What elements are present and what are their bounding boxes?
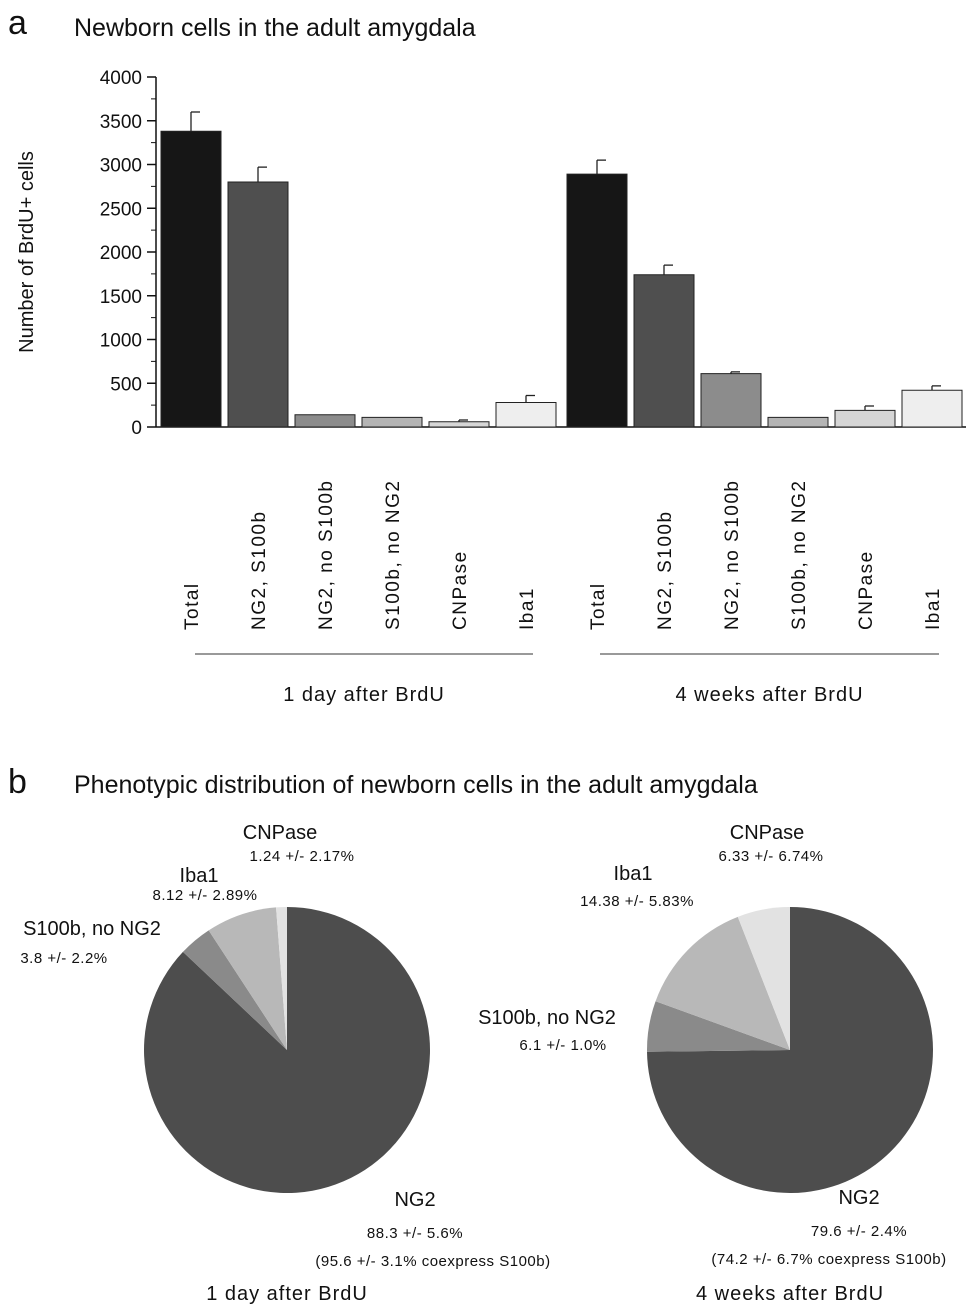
slice-name-label: S100b, no NG2 [23, 918, 161, 940]
category-label: S100b, no NG2 [383, 480, 404, 630]
category-label: NG2, S100b [249, 510, 270, 630]
category-label: Iba1 [517, 587, 538, 630]
pie-slice-iba1 [655, 916, 790, 1050]
panel-a-title: Newborn cells in the adult amygdala [74, 14, 476, 42]
category-label: S100b, no NG2 [789, 480, 810, 630]
slice-value-label: 88.3 +/- 5.6% [367, 1225, 463, 1242]
pie-caption: 4 weeks after BrdU [696, 1283, 884, 1305]
pie-caption: 1 day after BrdU [206, 1283, 368, 1305]
bar-4weeks-2 [700, 373, 762, 428]
bar-4weeks-5 [901, 389, 963, 428]
bar-1day-1 [227, 181, 289, 428]
bar-1day-0 [160, 130, 222, 428]
slice-note-label: (95.6 +/- 3.1% coexpress S100b) [315, 1253, 550, 1270]
category-label: Iba1 [923, 587, 944, 630]
category-label: Total [588, 582, 609, 630]
slice-name-label: S100b, no NG2 [478, 1007, 616, 1029]
slice-name-label: NG2 [838, 1187, 879, 1209]
bars [160, 111, 963, 428]
slice-name-label: CNPase [730, 822, 804, 844]
slice-name-label: CNPase [243, 822, 317, 844]
slice-value-label: 79.6 +/- 2.4% [811, 1223, 907, 1240]
pie-slice-iba1 [208, 907, 287, 1050]
panel-a-letter: a [8, 4, 27, 42]
pie-chart-1-day: NG2 88.3 +/- 5.6% (95.6 +/- 3.1% coexpress… [20, 822, 550, 1305]
y-axis-label: Number of BrdU+ cells [16, 151, 38, 353]
bar-4weeks-0 [566, 173, 628, 428]
slice-value-label: 3.8 +/- 2.2% [20, 950, 107, 967]
slice-value-label: 14.38 +/- 5.83% [580, 893, 694, 910]
slice-name-label: Iba1 [180, 865, 219, 887]
category-label: NG2, S100b [655, 510, 676, 630]
slice-name-label: Iba1 [614, 863, 653, 885]
slice-value-label: 8.12 +/- 2.89% [153, 887, 258, 904]
y-tick-label: 0 [131, 418, 142, 439]
bar-4weeks-3 [767, 416, 829, 428]
y-axis: 0 500 1000 1500 2000 2500 3000 3500 4000 [100, 68, 966, 439]
group-label: 4 weeks after BrdU [675, 684, 863, 706]
pie-slice-cnpase [737, 907, 790, 1050]
category-label: NG2, no S100b [316, 480, 337, 630]
group-labels: 1 day after BrdU 4 weeks after BrdU [195, 653, 939, 706]
slice-value-label: 1.24 +/- 2.17% [250, 848, 355, 865]
y-tick-label: 3000 [100, 156, 142, 177]
bar-1day-3 [361, 416, 423, 428]
category-labels: Total NG2, S100b NG2, no S100b S100b, no NG… [182, 480, 944, 630]
bar-4weeks-4 [834, 409, 896, 428]
y-tick-label: 3500 [100, 112, 142, 133]
slice-name-label: NG2 [394, 1189, 435, 1211]
pie-slice-ng2 [647, 907, 933, 1194]
bar-chart: Number of BrdU+ cells 0 500 1000 1500 2000 25… [16, 68, 966, 706]
pie-slice-cnpase [276, 907, 287, 1050]
pie-slice-s100b-no-ng2 [647, 1001, 790, 1052]
bar-1day-4 [428, 421, 490, 428]
y-tick-label: 2000 [100, 243, 142, 264]
category-label: CNPase [856, 550, 877, 630]
pie-slice-s100b-no-ng2 [182, 930, 287, 1050]
panel-b-letter: b [8, 763, 27, 801]
y-tick-label: 1000 [100, 331, 142, 352]
category-label: Total [182, 582, 203, 630]
panel-b-title: Phenotypic distribution of newborn cells… [74, 771, 758, 799]
y-tick-label: 1500 [100, 287, 142, 308]
bar-1day-2 [294, 414, 356, 428]
group-label: 1 day after BrdU [283, 684, 445, 706]
category-label: CNPase [450, 550, 471, 630]
bar-1day-5 [495, 402, 557, 428]
slice-note-label: (74.2 +/- 6.7% coexpress S100b) [711, 1251, 946, 1268]
slice-value-label: 6.1 +/- 1.0% [519, 1037, 606, 1054]
category-label: NG2, no S100b [722, 480, 743, 630]
bar-4weeks-1 [633, 274, 695, 428]
slice-value-label: 6.33 +/- 6.74% [719, 848, 824, 865]
y-tick-label: 2500 [100, 199, 142, 220]
y-tick-label: 4000 [100, 68, 142, 89]
y-tick-label: 500 [110, 374, 142, 395]
pie-chart-4-weeks: NG2 79.6 +/- 2.4% (74.2 +/- 6.7% coexpress… [478, 822, 946, 1305]
